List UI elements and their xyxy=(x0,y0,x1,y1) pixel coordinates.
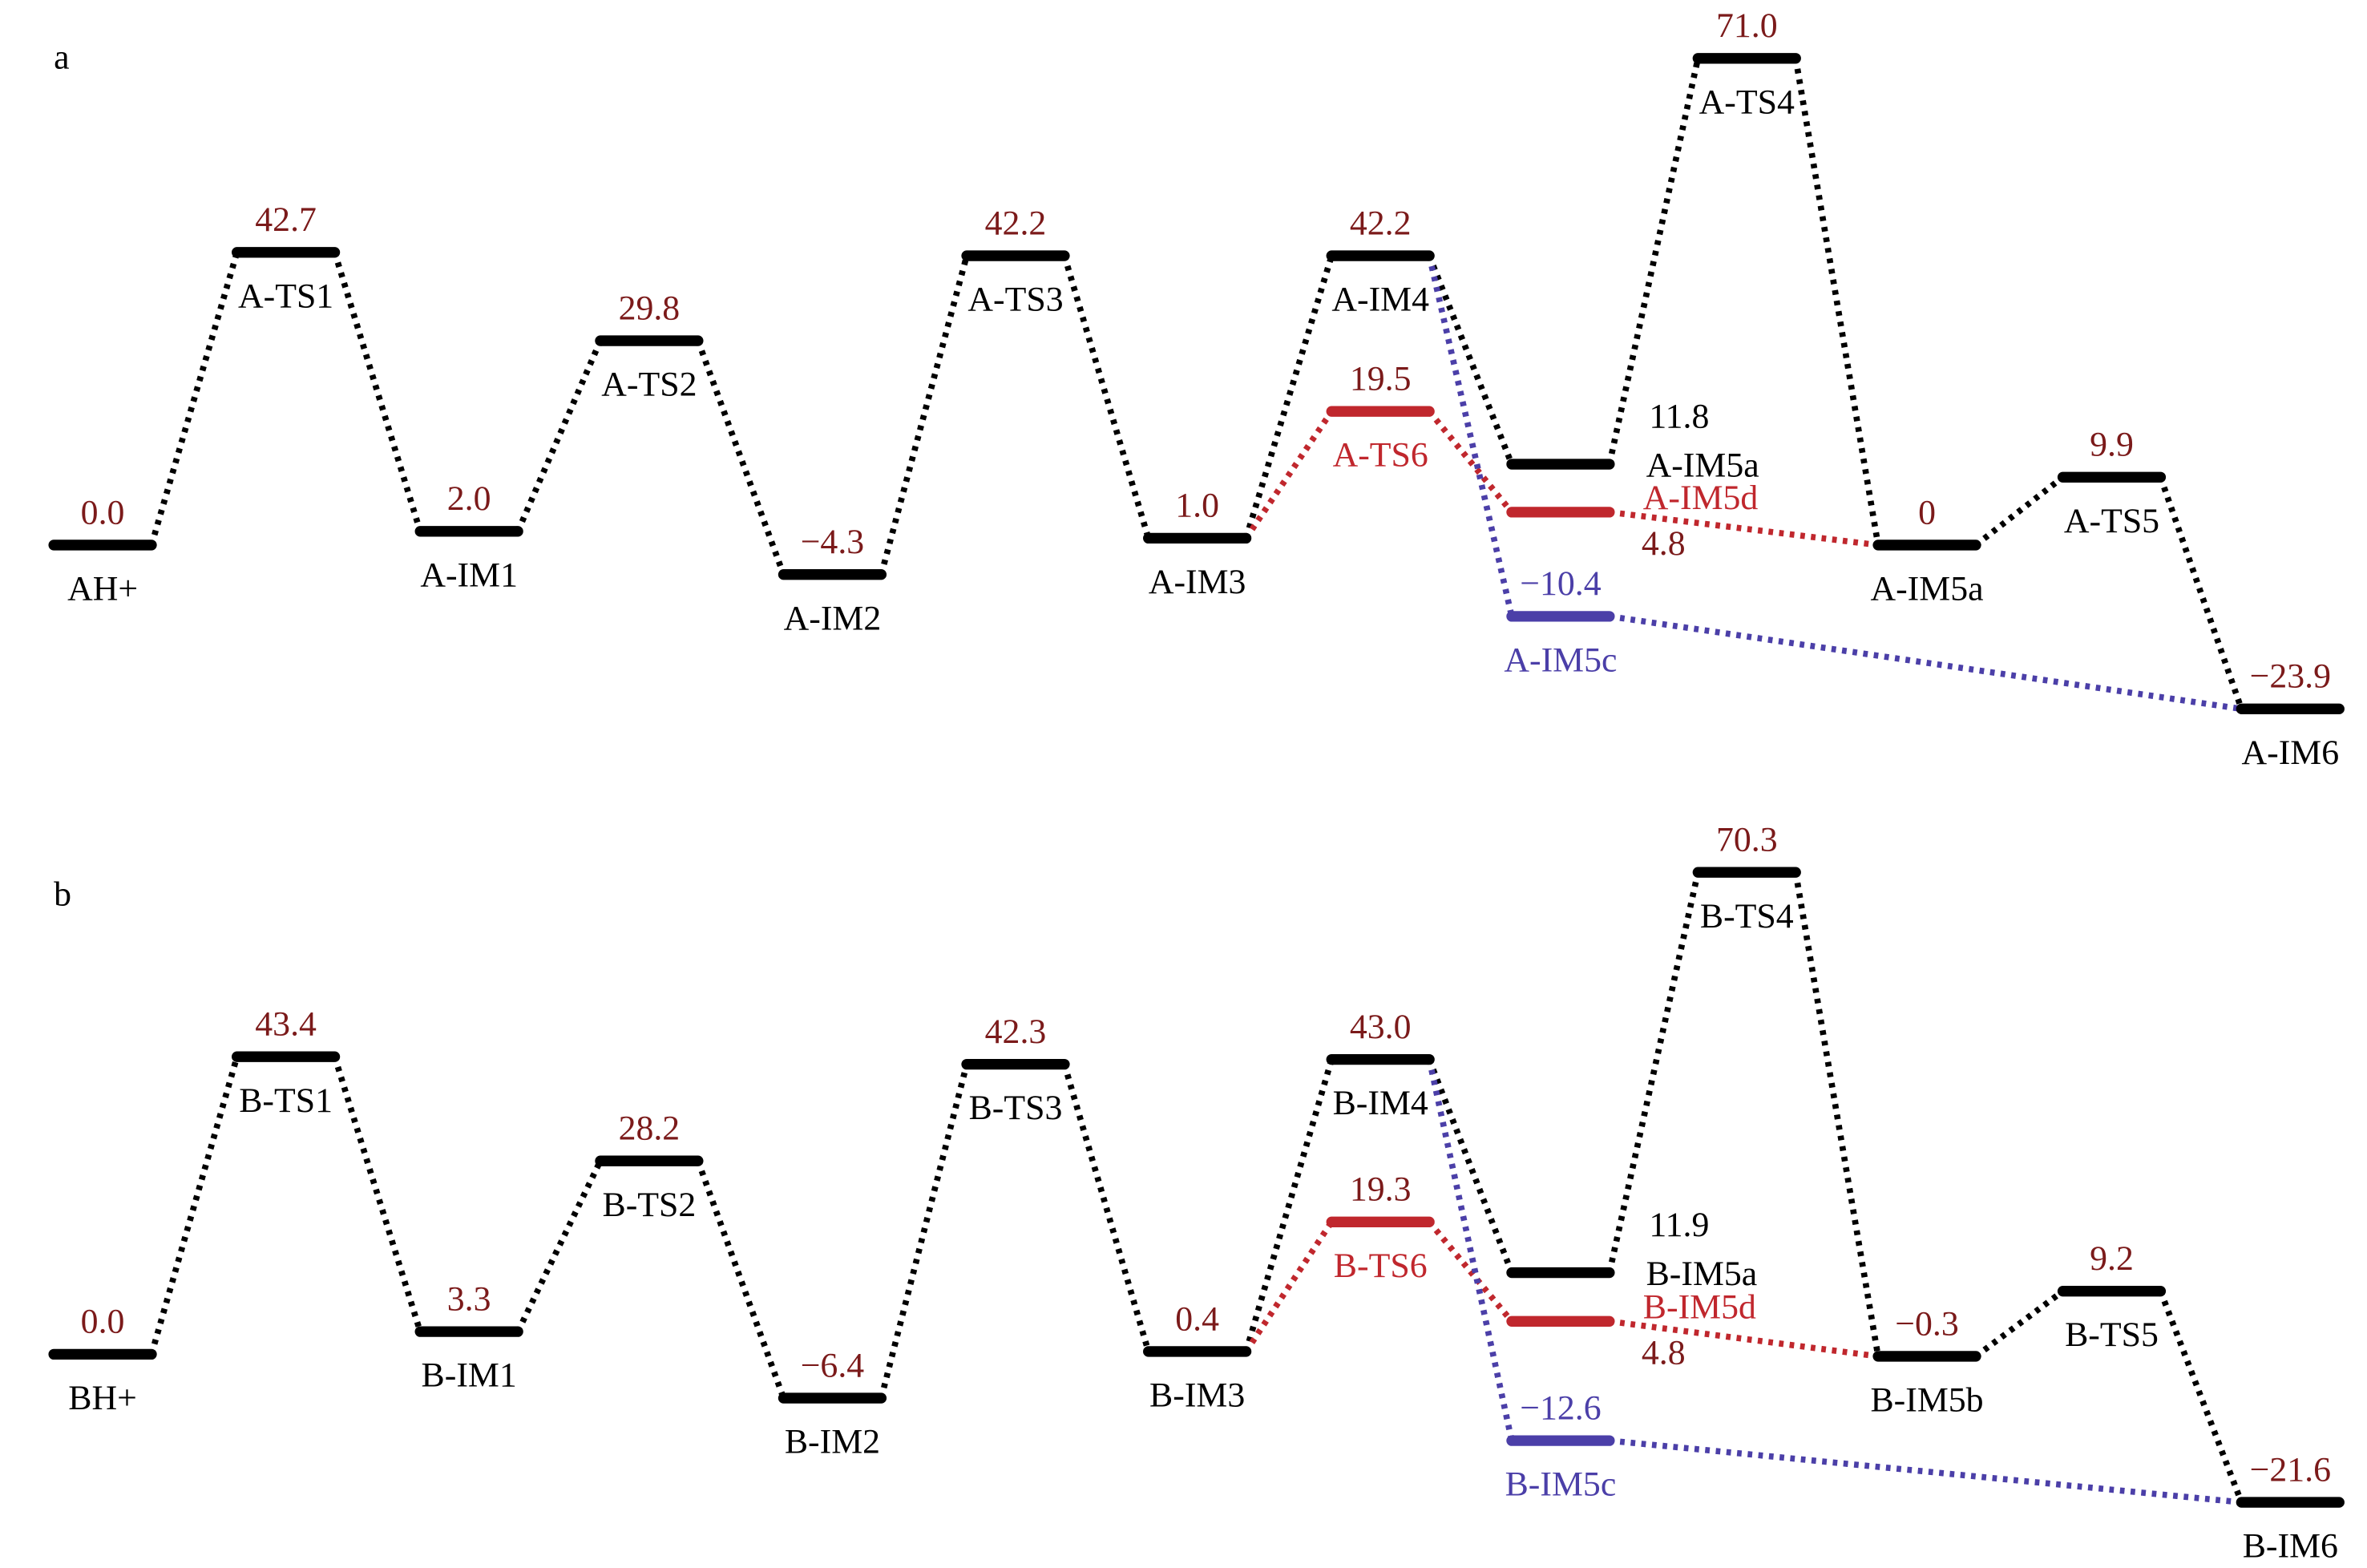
pathway-connector xyxy=(2157,476,2244,710)
energy-value: 70.3 xyxy=(1716,821,1778,859)
level-name: A-TS4 xyxy=(1699,83,1795,121)
pathway-connector xyxy=(1243,410,1335,540)
panel-label: b xyxy=(54,875,71,913)
level-name: B-TS5 xyxy=(2065,1315,2159,1354)
energy-value: 43.0 xyxy=(1350,1008,1412,1046)
pathway-connector xyxy=(148,251,240,547)
pathway-connector xyxy=(1427,1219,1514,1324)
pathway-connector xyxy=(1242,1058,1335,1353)
level-name: B-TS1 xyxy=(239,1081,333,1120)
pathway-connector xyxy=(1609,509,1879,548)
energy-value: 4.8 xyxy=(1642,1334,1686,1372)
energy-value: 42.2 xyxy=(985,204,1047,242)
pathway-connector xyxy=(1609,1318,1879,1360)
pathway-connector xyxy=(1426,1058,1515,1441)
energy-value: 11.8 xyxy=(1649,397,1709,435)
energy-value: −4.3 xyxy=(801,523,864,561)
pathway-connector xyxy=(1061,1063,1152,1353)
pathway-connector xyxy=(1606,57,1702,465)
level-name: B-IM4 xyxy=(1333,1084,1428,1122)
level-name: A-IM5a xyxy=(1646,446,1759,484)
energy-value: 3.3 xyxy=(447,1279,491,1318)
pathway-connector xyxy=(878,255,970,576)
level-name: B-TS4 xyxy=(1700,897,1794,936)
level-name: B-TS3 xyxy=(969,1089,1063,1127)
energy-value: 9.2 xyxy=(2090,1239,2134,1278)
energy-value: 42.2 xyxy=(1350,204,1412,242)
pathway-connector xyxy=(1609,613,2242,713)
energy-value: −21.6 xyxy=(2250,1450,2331,1489)
pathway-connector xyxy=(1426,255,1515,617)
pathway-connector xyxy=(878,1063,970,1400)
pathway-connector xyxy=(1061,254,1152,540)
energy-value: 0 xyxy=(1918,493,1936,531)
pathway-connector xyxy=(515,339,604,533)
energy-value: 43.4 xyxy=(255,1005,317,1044)
pathway-connector xyxy=(1606,871,1702,1274)
energy-value: 4.8 xyxy=(1642,524,1686,563)
level-name: B-IM6 xyxy=(2243,1527,2338,1566)
energy-value: 42.7 xyxy=(255,200,317,239)
pathway-connector xyxy=(1792,58,1881,546)
energy-value: −0.3 xyxy=(1895,1304,1958,1343)
pathway-connector xyxy=(1609,1437,2242,1505)
level-name: B-TS2 xyxy=(602,1186,696,1224)
level-name: A-IM2 xyxy=(784,599,882,637)
level-name: B-IM2 xyxy=(785,1423,880,1461)
level-name: A-TS5 xyxy=(2064,502,2159,540)
energy-value: 0.0 xyxy=(81,1303,125,1341)
energy-value: 19.5 xyxy=(1350,360,1412,398)
level-name: A-IM4 xyxy=(1331,281,1429,319)
energy-value: 19.3 xyxy=(1350,1170,1412,1209)
energy-value: 71.0 xyxy=(1716,6,1778,45)
pathway-connector xyxy=(1427,409,1514,515)
level-name: A-IM3 xyxy=(1149,563,1246,601)
energy-value: 42.3 xyxy=(985,1012,1047,1051)
pathway-connector xyxy=(515,1159,604,1333)
level-name: B-IM5b xyxy=(1870,1380,1983,1419)
level-name: B-IM3 xyxy=(1149,1376,1245,1415)
level-name: A-IM5a xyxy=(1870,569,1983,608)
energy-value: 0.0 xyxy=(81,493,125,531)
level-name: A-IM5c xyxy=(1504,641,1617,679)
level-name: A-TS3 xyxy=(967,281,1063,319)
level-name: A-IM5d xyxy=(1643,479,1759,517)
level-name: A-TS6 xyxy=(1333,436,1428,475)
pathway-connector xyxy=(331,1056,423,1333)
energy-value: −12.6 xyxy=(1520,1388,1601,1427)
pathway-connector xyxy=(1792,871,1881,1357)
pathway-connector xyxy=(1242,254,1335,540)
energy-value: 29.8 xyxy=(619,289,681,327)
level-name: BH+ xyxy=(68,1379,137,1417)
energy-value: −23.9 xyxy=(2250,657,2331,696)
level-name: B-IM1 xyxy=(422,1356,517,1395)
energy-value: −6.4 xyxy=(801,1346,865,1384)
level-name: B-IM5d xyxy=(1643,1288,1756,1327)
level-name: B-TS6 xyxy=(1334,1247,1428,1285)
energy-value: 11.9 xyxy=(1649,1206,1709,1244)
level-name: B-IM5a xyxy=(1646,1255,1758,1293)
panel-label: a xyxy=(54,38,69,77)
level-name: A-IM1 xyxy=(420,556,518,594)
pathway-connector xyxy=(331,251,423,532)
energy-value: 9.9 xyxy=(2090,426,2134,464)
energy-value: 28.2 xyxy=(619,1109,681,1148)
pathway-connector xyxy=(695,339,787,576)
pathway-connector xyxy=(1973,1288,2065,1359)
level-name: A-IM6 xyxy=(2241,733,2339,772)
energy-value: 0.4 xyxy=(1175,1299,1219,1338)
energy-value: −10.4 xyxy=(1520,564,1601,603)
pathway-connector xyxy=(1973,475,2065,548)
energy-value: 2.0 xyxy=(447,479,491,518)
level-name: B-IM5c xyxy=(1505,1465,1617,1504)
pathway-connector xyxy=(2157,1290,2244,1504)
level-name: AH+ xyxy=(67,569,138,608)
pathway-connector xyxy=(695,1159,787,1400)
pathway-connector xyxy=(148,1056,240,1356)
level-name: A-TS2 xyxy=(601,366,697,404)
pathway-connector xyxy=(1243,1220,1335,1354)
level-name: A-TS1 xyxy=(238,277,333,315)
energy-value: 1.0 xyxy=(1175,487,1219,525)
